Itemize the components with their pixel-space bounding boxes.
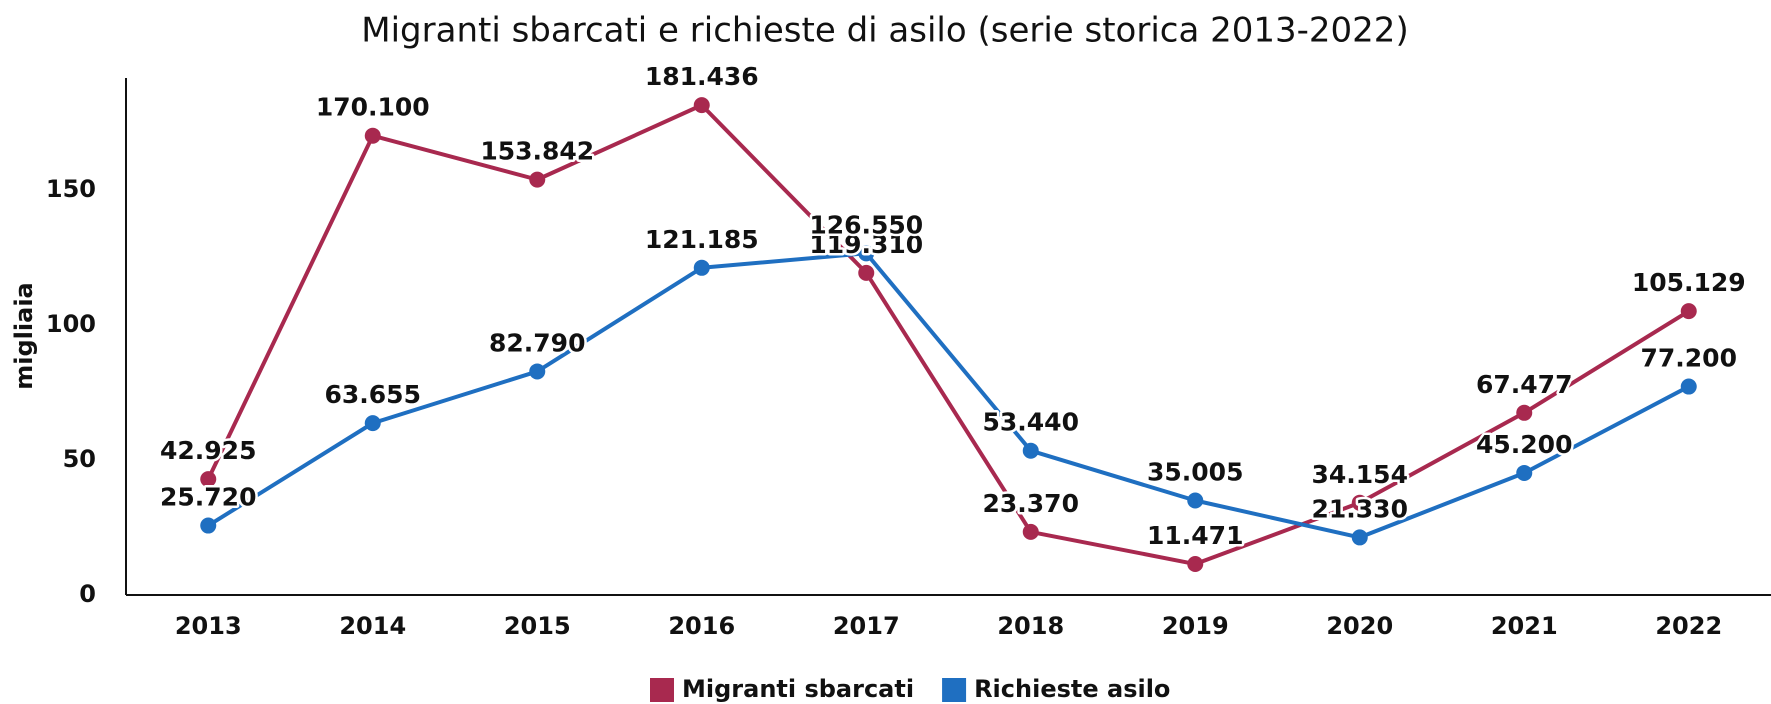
point	[1516, 404, 1533, 421]
data-label: 35.005	[1147, 457, 1243, 486]
point	[364, 415, 381, 432]
point	[1351, 529, 1368, 546]
x-tick-label: 2015	[504, 612, 571, 640]
data-label: 121.185	[645, 225, 759, 254]
series-line	[207, 251, 1690, 540]
data-label: 23.370	[983, 489, 1079, 518]
point	[1187, 492, 1204, 509]
point	[364, 127, 381, 144]
data-label: 82.790	[489, 328, 585, 357]
data-label: 11.471	[1147, 521, 1243, 550]
data-label: 105.129	[1632, 268, 1746, 297]
y-tick-label: 50	[63, 445, 96, 473]
legend-label: Migranti sbarcati	[682, 675, 914, 703]
legend-swatch	[650, 678, 674, 702]
x-tick-label: 2018	[997, 612, 1064, 640]
data-label: 45.200	[1476, 430, 1572, 459]
x-tick-label: 2014	[339, 612, 406, 640]
x-tick-label: 2016	[668, 612, 735, 640]
data-label: 63.655	[325, 380, 421, 409]
x-tick-label: 2013	[175, 612, 242, 640]
data-label: 25.720	[160, 483, 256, 512]
data-label: 67.477	[1476, 370, 1572, 399]
chart-title: Migranti sbarcati e richieste di asilo (…	[361, 11, 1408, 51]
point	[693, 97, 710, 114]
point	[693, 259, 710, 276]
point	[1022, 442, 1039, 459]
x-tick-label: 2017	[833, 612, 900, 640]
point	[1022, 523, 1039, 540]
point	[529, 363, 546, 380]
point	[1680, 303, 1697, 320]
data-label: 42.925	[160, 436, 256, 465]
point	[1351, 494, 1368, 511]
legend-label: Richieste asilo	[974, 675, 1170, 703]
data-label: 53.440	[983, 408, 1079, 437]
x-tick-label: 2019	[1162, 612, 1229, 640]
point	[200, 517, 217, 534]
x-tick-label: 2021	[1491, 612, 1558, 640]
point	[1516, 464, 1533, 481]
point	[858, 264, 875, 281]
data-label: 181.436	[645, 62, 759, 91]
data-label: 77.200	[1641, 344, 1737, 373]
data-label: 153.842	[480, 137, 594, 166]
data-label: 21.330	[1312, 494, 1408, 523]
legend-swatch	[942, 678, 967, 702]
y-tick-label: 100	[46, 310, 96, 338]
y-tick-label: 0	[79, 580, 96, 608]
data-label: 34.154	[1312, 460, 1408, 489]
x-tick-label: 2022	[1655, 612, 1722, 640]
point	[200, 471, 217, 488]
x-tick-label: 2020	[1326, 612, 1393, 640]
point	[1680, 378, 1697, 395]
point	[858, 245, 875, 262]
series-line	[206, 103, 1690, 567]
data-label: 126.550	[809, 210, 923, 239]
data-label: 170.100	[316, 93, 430, 122]
y-tick-label: 150	[46, 175, 96, 203]
point	[1187, 556, 1204, 573]
data-label: 119.310	[809, 230, 923, 259]
y-axis-label: migliaia	[10, 282, 38, 389]
point	[529, 171, 546, 188]
